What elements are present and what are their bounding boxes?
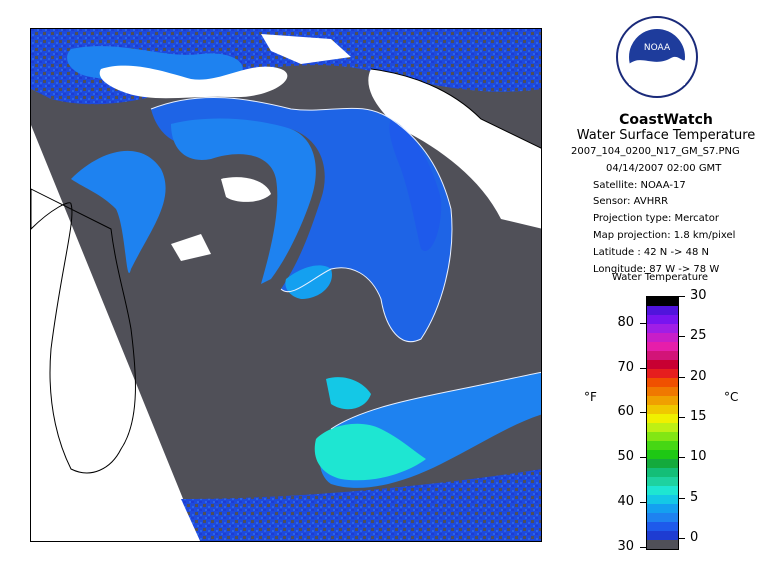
fahrenheit-tick — [640, 502, 646, 504]
color-swatch — [647, 441, 678, 450]
fahrenheit-tick — [640, 367, 646, 369]
fahrenheit-tick — [640, 546, 646, 548]
color-swatch — [647, 522, 678, 531]
color-swatch — [647, 540, 678, 549]
celsius-tick-label: 30 — [690, 288, 707, 303]
fahrenheit-tick-label: 40 — [617, 494, 634, 510]
celsius-tick-label: 15 — [690, 408, 707, 424]
color-swatch — [647, 495, 678, 504]
color-swatch — [647, 513, 678, 522]
celsius-tick-label: 10 — [690, 449, 707, 465]
celsius-unit: °C — [724, 390, 739, 404]
celsius-tick-label: 5 — [690, 489, 699, 505]
color-swatch — [647, 297, 678, 306]
legend-title: Water Temperature — [612, 272, 709, 283]
color-scale-bar — [646, 296, 679, 550]
color-swatch — [647, 360, 678, 369]
color-swatch — [647, 459, 678, 468]
color-swatch — [647, 387, 678, 396]
color-swatch — [647, 486, 678, 495]
noaa-logo-text: NOAA — [644, 43, 671, 53]
date-line: 04/14/2007 02:00 GMT — [606, 163, 722, 174]
color-swatch — [647, 315, 678, 324]
projection-type-line: Projection type: Mercator — [593, 213, 719, 224]
fahrenheit-unit: °F — [584, 390, 597, 404]
noaa-logo: NOAA — [616, 16, 698, 108]
map-projection-line: Map projection: 1.8 km/pixel — [593, 230, 736, 241]
celsius-tick — [679, 416, 685, 418]
latitude-line: Latitude : 42 N -> 48 N — [593, 247, 709, 258]
color-swatch — [647, 342, 678, 351]
celsius-tick — [679, 497, 685, 499]
fahrenheit-tick-label: 70 — [617, 359, 634, 375]
color-swatch — [647, 531, 678, 540]
longitude-line: Longitude: 87 W -> 78 W — [593, 264, 720, 275]
celsius-tick — [679, 376, 685, 378]
temperature-map-image — [31, 29, 541, 541]
color-swatch — [647, 396, 678, 405]
celsius-tick — [679, 457, 685, 459]
satellite-map — [30, 28, 542, 542]
app-title: CoastWatch — [619, 112, 713, 128]
color-swatch — [647, 324, 678, 333]
fahrenheit-tick — [640, 457, 646, 459]
file-name: 2007_104_0200_N17_GM_S7.PNG — [571, 146, 740, 157]
color-swatch — [647, 477, 678, 486]
fahrenheit-tick-label: 30 — [617, 538, 634, 554]
color-swatch — [647, 369, 678, 378]
product-subtitle: Water Surface Temperature — [576, 128, 756, 143]
celsius-tick — [679, 537, 685, 539]
color-swatch — [647, 504, 678, 513]
fahrenheit-tick — [640, 322, 646, 324]
satellite-line: Satellite: NOAA-17 — [593, 180, 686, 191]
celsius-tick — [679, 336, 685, 338]
celsius-tick-label: 0 — [690, 529, 699, 545]
color-swatch — [647, 351, 678, 360]
fahrenheit-tick — [640, 412, 646, 414]
color-swatch — [647, 423, 678, 432]
color-swatch — [647, 432, 678, 441]
fahrenheit-tick-label: 50 — [617, 449, 634, 465]
fahrenheit-tick-label: 80 — [617, 314, 634, 330]
color-swatch — [647, 306, 678, 315]
color-swatch — [647, 333, 678, 342]
sensor-line: Sensor: AVHRR — [593, 196, 669, 207]
color-swatch — [647, 450, 678, 459]
color-swatch — [647, 414, 678, 423]
celsius-tick-label: 25 — [690, 328, 707, 344]
color-swatch — [647, 378, 678, 387]
celsius-tick-label: 20 — [690, 368, 707, 384]
celsius-tick — [679, 296, 685, 297]
fahrenheit-tick-label: 60 — [617, 404, 634, 420]
color-swatch — [647, 405, 678, 414]
color-swatch — [647, 468, 678, 477]
